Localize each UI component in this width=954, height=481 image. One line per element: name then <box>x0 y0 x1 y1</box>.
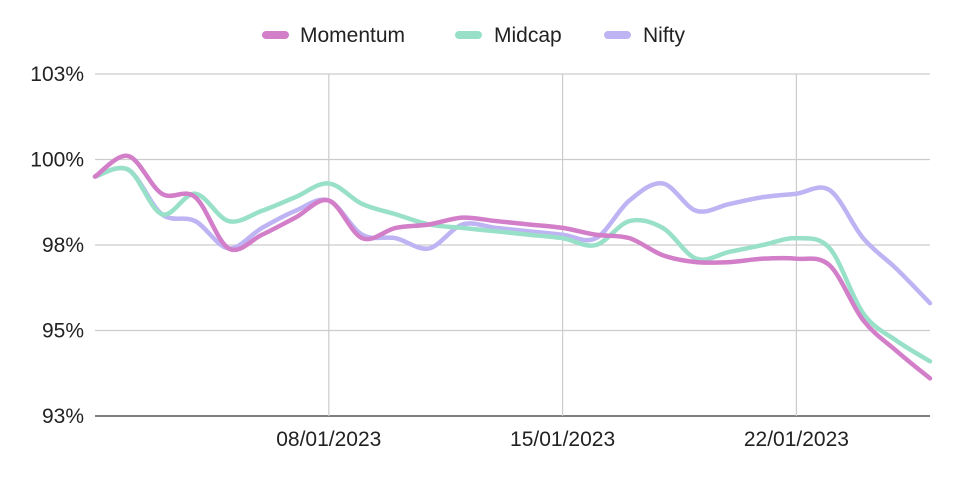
y-tick-label: 95% <box>42 320 84 343</box>
y-tick-label: 93% <box>42 405 84 428</box>
legend-label-momentum: Momentum <box>300 24 405 47</box>
series-line-midcap <box>92 165 933 364</box>
legend-label-midcap: Midcap <box>494 24 562 47</box>
legend-swatch-nifty <box>604 31 631 39</box>
x-tick-label: 22/01/2023 <box>744 428 849 451</box>
y-tick-label: 100% <box>30 149 84 172</box>
legend: Momentum Midcap Nifty <box>262 24 686 47</box>
series-lines <box>92 153 933 381</box>
legend-swatch-momentum <box>262 31 289 39</box>
legend-label-nifty: Nifty <box>643 24 686 47</box>
x-tick-label: 15/01/2023 <box>510 428 615 451</box>
legend-swatch-midcap <box>455 31 482 39</box>
x-axis-ticks: 08/01/2023 15/01/2023 22/01/2023 <box>276 428 849 451</box>
series-line-momentum <box>92 153 933 381</box>
y-tick-label: 98% <box>42 234 84 257</box>
y-tick-label: 103% <box>30 63 84 86</box>
y-axis-ticks: 103% 100% 98% 95% 93% <box>30 63 84 428</box>
x-tick-label: 08/01/2023 <box>276 428 381 451</box>
grid-lines <box>95 73 930 417</box>
